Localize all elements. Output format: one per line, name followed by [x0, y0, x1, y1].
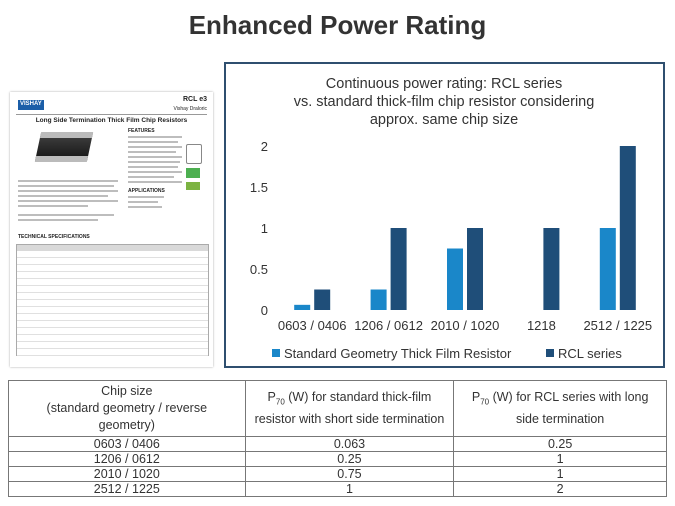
datasheet-title: Long Side Termination Thick Film Chip Re… — [35, 117, 188, 124]
legend-label: RCL series — [558, 346, 622, 361]
y-tick-label: 1.5 — [250, 180, 268, 195]
header-chip-size: Chip size (standard geometry / reverse geo… — [8, 380, 246, 437]
table-row: 1206 / 0612 0.25 1 — [8, 451, 667, 467]
bar — [599, 228, 616, 310]
power-rating-table: Chip size (standard geometry / reverse geo… — [8, 380, 667, 497]
table-row: 0603 / 0406 0.063 0.25 — [8, 436, 667, 452]
y-tick-label: 2 — [261, 139, 268, 154]
tech-spec-heading: TECHNICAL SPECIFICATIONS — [18, 234, 90, 240]
compliance-badge — [186, 168, 200, 178]
x-tick-label: 1206 / 0612 — [354, 318, 423, 333]
chart-title-line: vs. standard thick-film chip resistor co… — [294, 94, 595, 110]
x-tick-label: 0603 / 0406 — [278, 318, 347, 333]
header-standard-p70: P70 (W) for standard thick-film resistor … — [244, 380, 455, 437]
bar — [543, 228, 560, 310]
bar — [294, 304, 311, 310]
table-row: 2010 / 1020 0.75 1 — [8, 466, 667, 482]
bar — [447, 248, 463, 310]
bar — [390, 228, 407, 310]
datasheet-series: RCL e3 — [183, 96, 207, 103]
datasheet-company: Vishay Draloric — [173, 106, 207, 112]
x-tick-label: 2010 / 1020 — [431, 318, 500, 333]
y-tick-label: 0.5 — [250, 262, 268, 277]
x-tick-label: 1218 — [527, 318, 556, 333]
chart-svg: Continuous power rating: RCL series vs. s… — [250, 76, 652, 361]
chart-title-line: Continuous power rating: RCL series — [326, 76, 562, 92]
y-tick-label: 0 — [261, 303, 268, 318]
free-badge — [186, 182, 200, 190]
bar — [467, 228, 483, 310]
header-rcl-p70: P70 (W) for RCL series with long side ter… — [453, 380, 667, 437]
slide-title: Enhanced Power Rating — [188, 10, 487, 40]
applications-heading: APPLICATIONS — [128, 188, 165, 194]
vishay-logo: VISHAY — [18, 100, 44, 110]
table-row: 2512 / 1225 1 2 — [8, 481, 667, 497]
legend-swatch — [546, 349, 554, 357]
chip-resistor-image — [34, 132, 94, 162]
spec-table-thumbnail — [16, 244, 209, 356]
power-rating-chart: Continuous power rating: RCL series vs. s… — [224, 62, 665, 368]
bar — [370, 289, 387, 310]
y-tick-label: 1 — [261, 221, 268, 236]
x-tick-label: 2512 / 1225 — [583, 318, 652, 333]
bar — [314, 289, 331, 310]
rohs-badge — [186, 144, 202, 164]
legend-label: Standard Geometry Thick Film Resistor — [284, 346, 512, 361]
chart-title-line: approx. same chip size — [370, 112, 518, 128]
features-heading: FEATURES — [128, 128, 155, 134]
bar — [619, 146, 636, 310]
legend-swatch — [272, 349, 280, 357]
datasheet-thumbnail: VISHAY RCL e3 Vishay Draloric Long Side … — [10, 92, 213, 367]
